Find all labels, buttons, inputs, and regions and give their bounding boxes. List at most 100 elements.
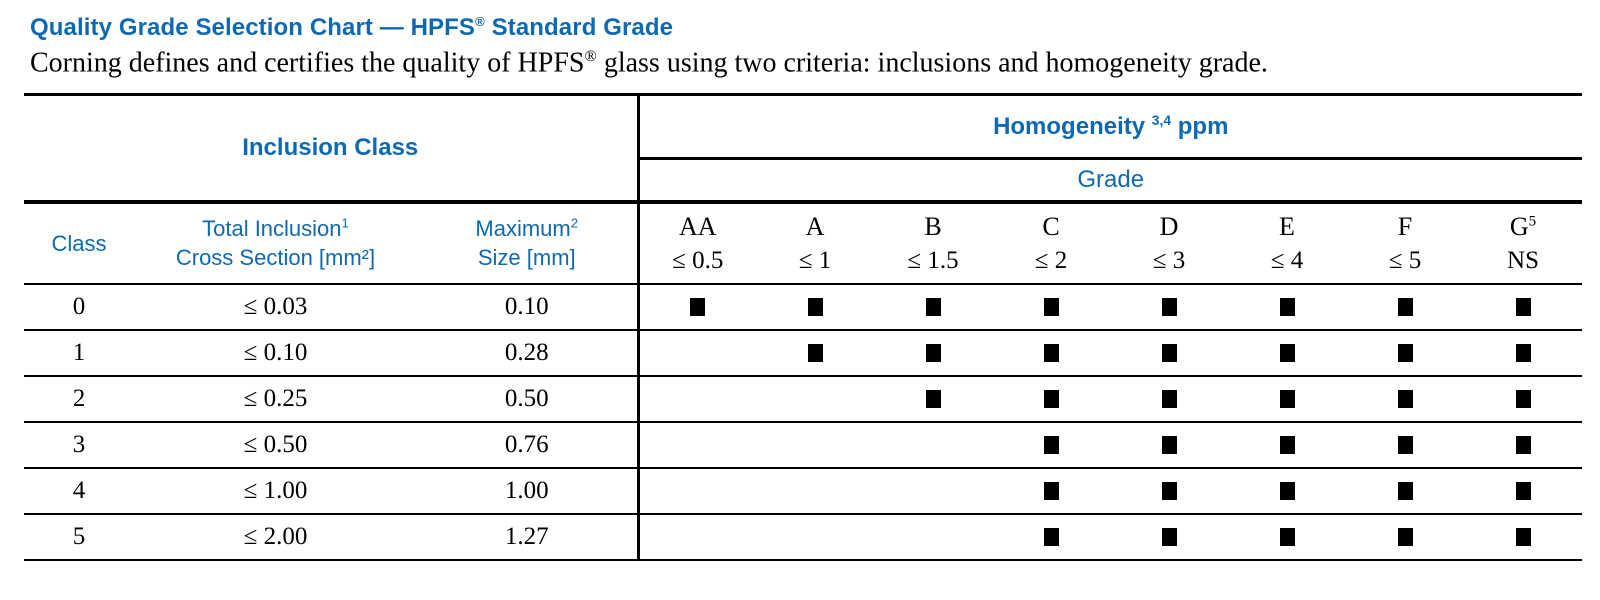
- availability-cell-D: [1110, 467, 1228, 515]
- availability-cell-B: [874, 421, 992, 469]
- grade-letter: E: [1279, 212, 1295, 241]
- availability-cell-G: [1464, 421, 1582, 469]
- header-band-row: Inclusion Class Homogeneity 3,4 ppm: [24, 94, 1582, 204]
- class-cell: 5: [24, 513, 134, 561]
- filled-square-marker-icon: [807, 343, 823, 362]
- filled-square-marker-icon: [1043, 297, 1059, 316]
- filled-square-marker-icon: [1043, 435, 1059, 454]
- homogeneity-section-header: Homogeneity 3,4 ppm: [638, 94, 1582, 161]
- cross-section-cell: ≤ 0.10: [134, 329, 417, 377]
- max-size-cell: 0.28: [417, 329, 640, 377]
- max-size-cell: 0.10: [417, 283, 640, 331]
- availability-cell-G: [1464, 513, 1582, 561]
- availability-cell-B: [874, 513, 992, 561]
- grade-column-header-G: G5 NS: [1464, 201, 1582, 285]
- class-column-header: Class: [24, 201, 134, 285]
- availability-cell-A: [756, 283, 874, 331]
- page: Quality Grade Selection Chart — HPFS® St…: [24, 14, 1584, 561]
- grade-limit: ≤ 4: [1270, 246, 1304, 274]
- table-row-class-1: 1 ≤ 0.10 0.28: [24, 329, 1582, 377]
- availability-cell-F: [1346, 513, 1464, 561]
- grade-limit: ≤ 1: [798, 246, 832, 274]
- cross-section-cell: ≤ 0.03: [134, 283, 417, 331]
- filled-square-marker-icon: [925, 297, 941, 316]
- inclusion-class-section-header: Inclusion Class: [24, 94, 640, 204]
- availability-cell-AA: [638, 467, 756, 515]
- filled-square-marker-icon: [1161, 527, 1177, 546]
- filled-square-marker-icon: [1043, 527, 1059, 546]
- max-size-header-line2: Size [mm]: [477, 245, 576, 271]
- grade-letter: D: [1160, 212, 1179, 241]
- availability-cell-AA: [638, 513, 756, 561]
- availability-cell-B: [874, 375, 992, 423]
- registered-trademark-icon: ®: [475, 14, 485, 29]
- max-size-cell: 1.27: [417, 513, 640, 561]
- max-size-column-header: Maximum2 Size [mm]: [417, 201, 640, 285]
- max-size-header-line1: Maximum: [475, 216, 571, 242]
- filled-square-marker-icon: [1279, 389, 1295, 408]
- max-size-footnote-sup: 2: [570, 215, 579, 231]
- availability-cell-D: [1110, 513, 1228, 561]
- class-cell: 0: [24, 283, 134, 331]
- availability-cell-B: [874, 467, 992, 515]
- grade-letter-text: E: [1279, 211, 1295, 241]
- availability-cell-C: [992, 513, 1110, 561]
- table-row-class-3: 3 ≤ 0.50 0.76: [24, 421, 1582, 469]
- availability-cell-A: [756, 329, 874, 377]
- filled-square-marker-icon: [1161, 481, 1177, 500]
- filled-square-marker-icon: [1043, 343, 1059, 362]
- filled-square-marker-icon: [1279, 297, 1295, 316]
- availability-cell-F: [1346, 329, 1464, 377]
- availability-cell-B: [874, 329, 992, 377]
- grade-limit: ≤ 5: [1388, 246, 1422, 274]
- grade-subheader: Grade: [638, 158, 1582, 204]
- table-row-class-0: 0 ≤ 0.03 0.10: [24, 283, 1582, 331]
- grade-letter: G5: [1510, 212, 1536, 241]
- grade-letter: C: [1042, 212, 1059, 241]
- table-row-class-2: 2 ≤ 0.25 0.50: [24, 375, 1582, 423]
- grade-column-header-E: E ≤ 4: [1228, 201, 1346, 285]
- availability-cell-C: [992, 375, 1110, 423]
- availability-cell-F: [1346, 283, 1464, 331]
- grade-letter-text: B: [924, 211, 942, 241]
- table-row-class-5: 5 ≤ 2.00 1.27: [24, 513, 1582, 561]
- availability-cell-AA: [638, 375, 756, 423]
- grade-column-header-A: A ≤ 1: [756, 201, 874, 285]
- page-title-text: Quality Grade Selection Chart — HPFS: [30, 14, 476, 41]
- availability-cell-AA: [638, 283, 756, 331]
- cross-section-header-line1: Total Inclusion: [202, 216, 342, 242]
- registered-trademark-icon: ®: [584, 47, 597, 65]
- filled-square-marker-icon: [1515, 389, 1531, 408]
- grade-limit: ≤ 2: [1034, 246, 1068, 274]
- homogeneity-footnote-sup: 3,4: [1151, 112, 1172, 129]
- filled-square-marker-icon: [1279, 481, 1295, 500]
- column-header-row: Class Total Inclusion1 Cross Section [mm²…: [24, 201, 1582, 285]
- filled-square-marker-icon: [1043, 481, 1059, 500]
- availability-cell-F: [1346, 375, 1464, 423]
- availability-cell-D: [1110, 283, 1228, 331]
- grade-column-header-B: B ≤ 1.5: [874, 201, 992, 285]
- filled-square-marker-icon: [1043, 389, 1059, 408]
- cross-section-column-header: Total Inclusion1 Cross Section [mm²]: [134, 201, 417, 285]
- page-subtitle-suffix: glass using two criteria: inclusions and…: [596, 47, 1268, 79]
- filled-square-marker-icon: [1279, 527, 1295, 546]
- grade-letter-text: AA: [678, 211, 717, 241]
- filled-square-marker-icon: [1397, 481, 1413, 500]
- availability-cell-A: [756, 375, 874, 423]
- availability-cell-D: [1110, 421, 1228, 469]
- max-size-cell: 0.76: [417, 421, 640, 469]
- filled-square-marker-icon: [1515, 343, 1531, 362]
- page-title: Quality Grade Selection Chart — HPFS® St…: [30, 14, 1584, 42]
- availability-cell-G: [1464, 283, 1582, 331]
- page-title-suffix: Standard Grade: [484, 14, 674, 41]
- availability-cell-C: [992, 329, 1110, 377]
- availability-cell-E: [1228, 513, 1346, 561]
- class-cell: 1: [24, 329, 134, 377]
- availability-cell-C: [992, 421, 1110, 469]
- availability-cell-G: [1464, 329, 1582, 377]
- grade-column-header-AA: AA ≤ 0.5: [638, 201, 756, 285]
- availability-cell-E: [1228, 467, 1346, 515]
- grade-limit: ≤ 0.5: [672, 246, 724, 274]
- filled-square-marker-icon: [1515, 435, 1531, 454]
- quality-grade-selection-table: Inclusion Class Homogeneity 3,4 ppm Grad…: [24, 93, 1582, 561]
